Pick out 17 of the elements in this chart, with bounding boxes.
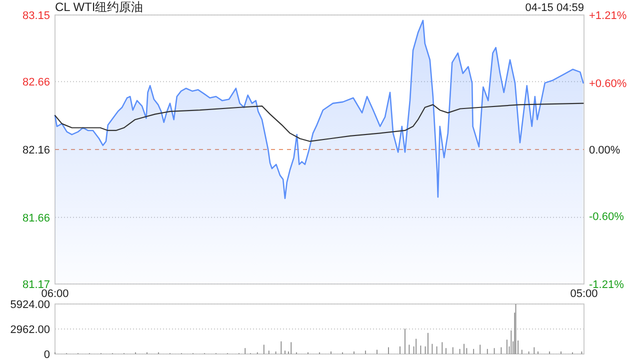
- x-tick-label: 06:00: [41, 288, 69, 300]
- y2-tick-label: +1.21%: [589, 10, 627, 22]
- y-tick-label: 83.15: [22, 10, 50, 22]
- y-tick-label: 81.17: [22, 279, 50, 291]
- y-tick-label: 0: [44, 349, 50, 360]
- y-tick-label: 2962.00: [10, 324, 50, 336]
- y2-tick-label: -1.21%: [589, 279, 624, 291]
- y2-tick-label: +0.60%: [589, 78, 627, 90]
- y-tick-label: 81.66: [22, 212, 50, 224]
- text: 04-15 04:59: [525, 2, 584, 14]
- x-tick-label: 05:00: [570, 288, 598, 300]
- chart-title: CL WTI纽约原油: [55, 0, 144, 14]
- y-tick-label: 82.66: [22, 76, 50, 89]
- y2-tick-label: 0.00%: [589, 144, 620, 156]
- y-tick-label: 82.16: [22, 144, 50, 156]
- y2-tick-label: -0.60%: [589, 211, 624, 224]
- y-tick-label: 5924.00: [10, 299, 50, 311]
